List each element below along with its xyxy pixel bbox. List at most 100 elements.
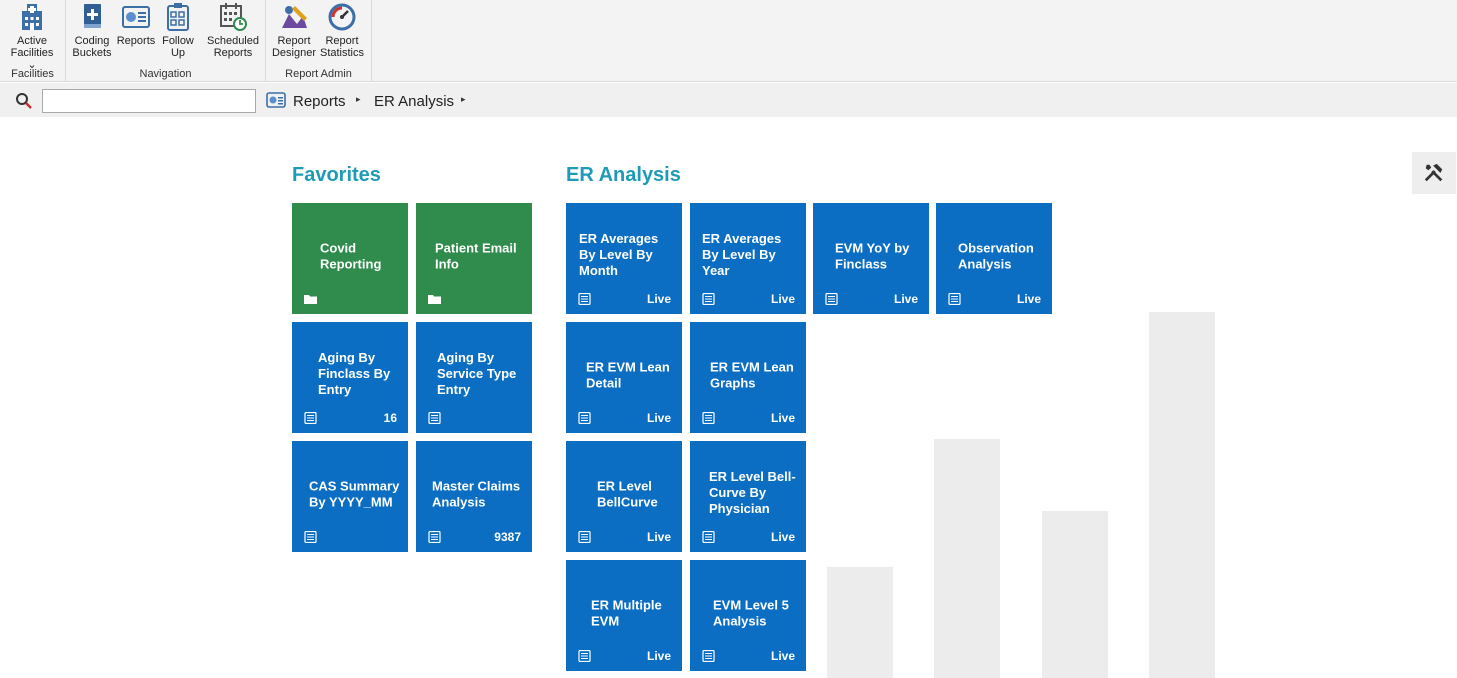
- tile-title: ER EVM Lean Graphs: [710, 358, 794, 390]
- ribbon-group-facilities: Active Facilities ⌄ Facilities: [0, 0, 66, 82]
- report-icon: [304, 531, 317, 543]
- tile-badge: Live: [770, 411, 795, 425]
- ribbon-toolbar: Active Facilities ⌄ Facilities Coding Bu…: [0, 0, 1457, 82]
- active-facilities-button[interactable]: Active Facilities ⌄: [8, 2, 56, 71]
- active-facilities-label: Active Facilities ⌄: [10, 35, 54, 71]
- tools-button[interactable]: [1412, 152, 1456, 194]
- tile-title: ER Multiple EVM: [591, 596, 662, 628]
- breadcrumb-reports[interactable]: Reports: [293, 93, 346, 110]
- tile-title: ER Averages By Level By Year: [702, 230, 782, 278]
- follow-up-icon: [167, 3, 189, 31]
- ribbon-group-label: Facilities: [11, 68, 54, 80]
- favorite-tile[interactable]: Patient Email Info: [416, 203, 532, 314]
- er-analysis-tile[interactable]: ER EVM Lean Detail Live: [566, 322, 682, 433]
- coding-buckets-label: Coding Buckets: [72, 35, 112, 59]
- report-statistics-icon: [328, 3, 356, 31]
- scheduled-reports-button[interactable]: Scheduled Reports: [206, 2, 260, 59]
- er-analysis-tile[interactable]: ER Averages By Level By Year Live: [690, 203, 806, 314]
- follow-up-label: Follow Up: [162, 35, 194, 59]
- tile-title: Aging By Service Type Entry: [437, 349, 517, 397]
- favorite-tile[interactable]: Aging By Finclass By Entry 16: [292, 322, 408, 433]
- report-designer-button[interactable]: Report Designer: [270, 2, 318, 59]
- folder-icon: [304, 295, 317, 304]
- tile-badge: 9387: [494, 530, 521, 544]
- report-icon: [578, 531, 591, 543]
- tile-title: Observation Analysis: [958, 239, 1034, 271]
- report-icon: [825, 293, 838, 305]
- scheduled-reports-icon: [220, 3, 247, 31]
- follow-up-button[interactable]: Follow Up: [154, 2, 202, 59]
- scheduled-reports-label: Scheduled Reports: [207, 35, 259, 59]
- ribbon-group-navigation: Coding Buckets Reports Follow Up: [66, 0, 266, 82]
- favorites-title: Favorites: [292, 164, 381, 186]
- tile-badge: Live: [646, 411, 671, 425]
- background-bar: [934, 439, 1000, 678]
- tile-badge: Live: [770, 649, 795, 663]
- report-icon: [304, 412, 317, 424]
- coding-buckets-button[interactable]: Coding Buckets: [68, 2, 116, 59]
- tile-title: ER Level Bell-Curve By Physician: [709, 468, 796, 516]
- address-bar: Reports ▸ ER Analysis ▸: [0, 83, 1457, 117]
- background-bar: [1042, 511, 1108, 678]
- tile-title: Aging By Finclass By Entry: [318, 349, 391, 397]
- breadcrumb-er-analysis[interactable]: ER Analysis: [374, 93, 455, 110]
- report-icon: [578, 412, 591, 424]
- ribbon-group-label: Report Admin: [285, 68, 352, 80]
- favorite-tile[interactable]: Covid Reporting: [292, 203, 408, 314]
- report-designer-label: Report Designer: [271, 35, 317, 59]
- report-designer-icon: [282, 6, 307, 28]
- report-icon: [702, 531, 715, 543]
- er-analysis-tile[interactable]: ER Multiple EVM Live: [566, 560, 682, 671]
- report-icon: [578, 293, 591, 305]
- er-analysis-tile[interactable]: EVM YoY by Finclass Live: [813, 203, 929, 314]
- er-analysis-tile[interactable]: Observation Analysis Live: [936, 203, 1052, 314]
- favorite-tile[interactable]: Master Claims Analysis 9387: [416, 441, 532, 552]
- hospital-icon: [22, 4, 42, 30]
- er-analysis-title: ER Analysis: [566, 164, 681, 186]
- background-bar: [827, 567, 893, 678]
- report-icon: [578, 650, 591, 662]
- tile-badge: Live: [1016, 292, 1041, 306]
- tile-title: Master Claims Analysis: [432, 477, 521, 509]
- tools-icon: [1424, 163, 1443, 182]
- reports-button[interactable]: Reports: [112, 2, 160, 47]
- er-analysis-tile[interactable]: ER Level Bell-Curve By Physician Live: [690, 441, 806, 552]
- tile-badge: Live: [770, 530, 795, 544]
- report-icon: [702, 412, 715, 424]
- background-bar: [1149, 312, 1215, 678]
- tile-badge: Live: [646, 292, 671, 306]
- favorite-tile[interactable]: CAS Summary By YYYY_MM: [292, 441, 408, 552]
- er-analysis-tile[interactable]: ER Level BellCurve Live: [566, 441, 682, 552]
- reports-label: Reports: [116, 35, 156, 47]
- er-analysis-tile[interactable]: ER EVM Lean Graphs Live: [690, 322, 806, 433]
- er-analysis-tile[interactable]: EVM Level 5 Analysis Live: [690, 560, 806, 671]
- tile-badge: Live: [646, 649, 671, 663]
- ribbon-group-label: Navigation: [139, 68, 192, 80]
- tile-title: ER Averages By Level By Month: [579, 230, 659, 278]
- tile-badge: Live: [770, 292, 795, 306]
- tile-title: Covid Reporting: [320, 239, 382, 271]
- report-statistics-label: Report Statistics: [319, 35, 364, 59]
- tile-title: Patient Email Info: [435, 239, 517, 271]
- tile-title: ER EVM Lean Detail: [586, 358, 670, 390]
- tile-title: EVM Level 5 Analysis: [713, 596, 789, 628]
- breadcrumb-chevron-icon[interactable]: ▸: [356, 94, 361, 104]
- search-icon[interactable]: [15, 92, 33, 110]
- coding-buckets-icon: [84, 4, 101, 28]
- tile-badge: Live: [893, 292, 918, 306]
- report-icon: [428, 531, 441, 543]
- tile-badge: Live: [646, 530, 671, 544]
- er-analysis-tile[interactable]: ER Averages By Level By Month Live: [566, 203, 682, 314]
- search-input[interactable]: [42, 89, 256, 113]
- report-icon: [948, 293, 961, 305]
- report-icon: [702, 650, 715, 662]
- tile-badge: 16: [383, 411, 397, 425]
- tile-title: ER Level BellCurve: [597, 477, 658, 509]
- tile-title: CAS Summary By YYYY_MM: [309, 477, 400, 509]
- favorite-tile[interactable]: Aging By Service Type Entry: [416, 322, 532, 433]
- report-icon: [702, 293, 715, 305]
- report-statistics-button[interactable]: Report Statistics: [318, 2, 366, 59]
- breadcrumb-chevron-icon[interactable]: ▸: [461, 94, 466, 104]
- folder-icon: [428, 295, 441, 304]
- reports-icon: [266, 92, 286, 108]
